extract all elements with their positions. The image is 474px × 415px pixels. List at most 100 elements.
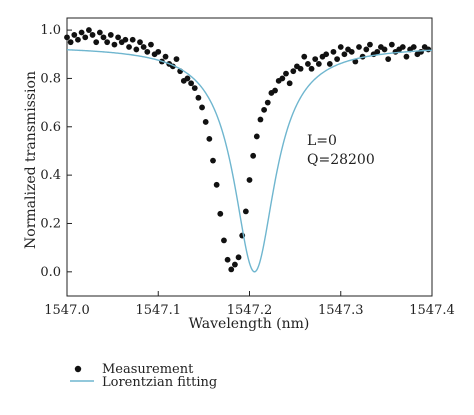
measurement-point	[308, 65, 315, 72]
measurement-point	[305, 61, 311, 67]
x-tick-label: 1547.1	[136, 303, 182, 318]
y-tick-label: 1.0	[40, 23, 61, 38]
axis-ticks: 1547.0 1547.1 1547.2 1547.3 1547.4 0.0 0.2 0.4 0…	[40, 23, 454, 318]
legend-label-fit: Lorentzian fitting	[102, 375, 217, 390]
measurement-point	[137, 39, 143, 46]
measurement-point	[250, 152, 257, 159]
measurement-point	[410, 44, 417, 50]
x-tick-label: 1547.4	[409, 303, 455, 318]
measurement-point	[374, 48, 381, 55]
measurement-point	[155, 48, 162, 55]
measurement-points	[64, 27, 432, 273]
measurement-point	[367, 41, 373, 48]
measurement-point	[89, 32, 96, 38]
measurement-point	[235, 254, 242, 261]
measurement-point	[93, 39, 100, 46]
measurement-point	[86, 27, 92, 33]
measurement-point	[188, 80, 195, 87]
measurement-point	[228, 266, 235, 273]
measurement-point	[242, 208, 249, 215]
legend: Measurement Lorentzian fitting	[70, 362, 217, 390]
plot-frame	[66, 17, 433, 297]
measurement-point	[385, 56, 392, 62]
measurement-point	[341, 51, 348, 58]
measurement-point	[334, 56, 340, 62]
measurement-point	[100, 34, 107, 41]
measurement-point	[129, 36, 136, 43]
measurement-point	[191, 85, 198, 92]
measurement-point	[301, 53, 308, 60]
measurement-point	[330, 48, 337, 55]
measurement-point	[279, 75, 286, 82]
measurement-point	[206, 135, 213, 142]
measurement-point	[403, 53, 410, 60]
lorentzian-fit-layer	[66, 49, 433, 273]
measurement-point	[286, 80, 293, 87]
measurement-point	[315, 61, 322, 67]
measurement-point	[257, 116, 264, 123]
y-tick-label: 0.8	[40, 71, 61, 86]
x-tick-label: 1547.3	[318, 303, 364, 318]
measurement-point	[140, 44, 147, 50]
measurement-point	[272, 87, 278, 94]
measurement-point	[104, 39, 111, 46]
measurement-point	[199, 104, 205, 111]
measurement-point	[253, 133, 260, 140]
measurement-point	[312, 56, 319, 62]
measurement-point	[64, 34, 70, 41]
y-tick-label: 0.4	[40, 168, 61, 183]
measurement-point	[283, 70, 289, 77]
measurement-point	[261, 106, 267, 113]
measurement-point	[297, 65, 304, 72]
measurement-point	[210, 157, 216, 164]
measurement-point	[75, 36, 81, 43]
measurement-point	[246, 177, 253, 183]
x-tick-label: 1547.0	[44, 303, 90, 318]
measurement-point	[202, 119, 209, 125]
lorentzian-fit-line	[66, 49, 433, 273]
measurement-point	[388, 41, 395, 48]
annotation-l: L=0	[307, 133, 337, 149]
measurement-point	[144, 48, 151, 55]
measurement-point	[221, 237, 227, 244]
measurement-point	[232, 261, 238, 268]
measurement-point	[418, 48, 424, 55]
y-tick-label: 0.2	[40, 216, 61, 231]
measurement-point	[126, 44, 132, 50]
measurement-point	[323, 51, 330, 58]
measurement-point	[115, 34, 121, 41]
measurement-point	[348, 48, 355, 55]
measurement-point	[326, 61, 333, 67]
measurement-point	[264, 99, 271, 106]
measurement-point	[162, 53, 169, 60]
y-tick-label: 0.6	[40, 120, 61, 135]
measurement-point	[82, 34, 89, 41]
x-tick-label: 1547.2	[227, 303, 273, 318]
measurement-point	[107, 32, 114, 38]
measurement-point	[148, 41, 154, 48]
measurement-point	[381, 46, 388, 53]
measurement-point	[356, 44, 362, 50]
measurement-point	[337, 44, 344, 50]
measurement-point	[224, 256, 231, 263]
y-tick-label: 0.0	[40, 265, 61, 280]
measurement-point	[399, 44, 406, 50]
measurement-point	[290, 68, 297, 75]
measurement-point	[71, 32, 78, 38]
measurement-point	[96, 29, 103, 36]
measurement-point	[213, 181, 220, 188]
measurement-point	[133, 46, 140, 53]
y-axis-title: Normalized transmission	[23, 71, 39, 249]
measurement-point	[173, 56, 180, 62]
annotation-q: Q=28200	[307, 152, 375, 168]
x-axis-title: Wavelength (nm)	[189, 316, 310, 332]
measurement-point	[363, 46, 370, 53]
measurement-point	[111, 41, 118, 48]
measurement-point	[78, 29, 85, 36]
measurement-point	[122, 36, 129, 43]
measurement-point	[184, 75, 191, 82]
legend-label-measurement: Measurement	[102, 362, 194, 377]
measurement-point	[217, 210, 224, 217]
plot-area	[66, 17, 433, 297]
